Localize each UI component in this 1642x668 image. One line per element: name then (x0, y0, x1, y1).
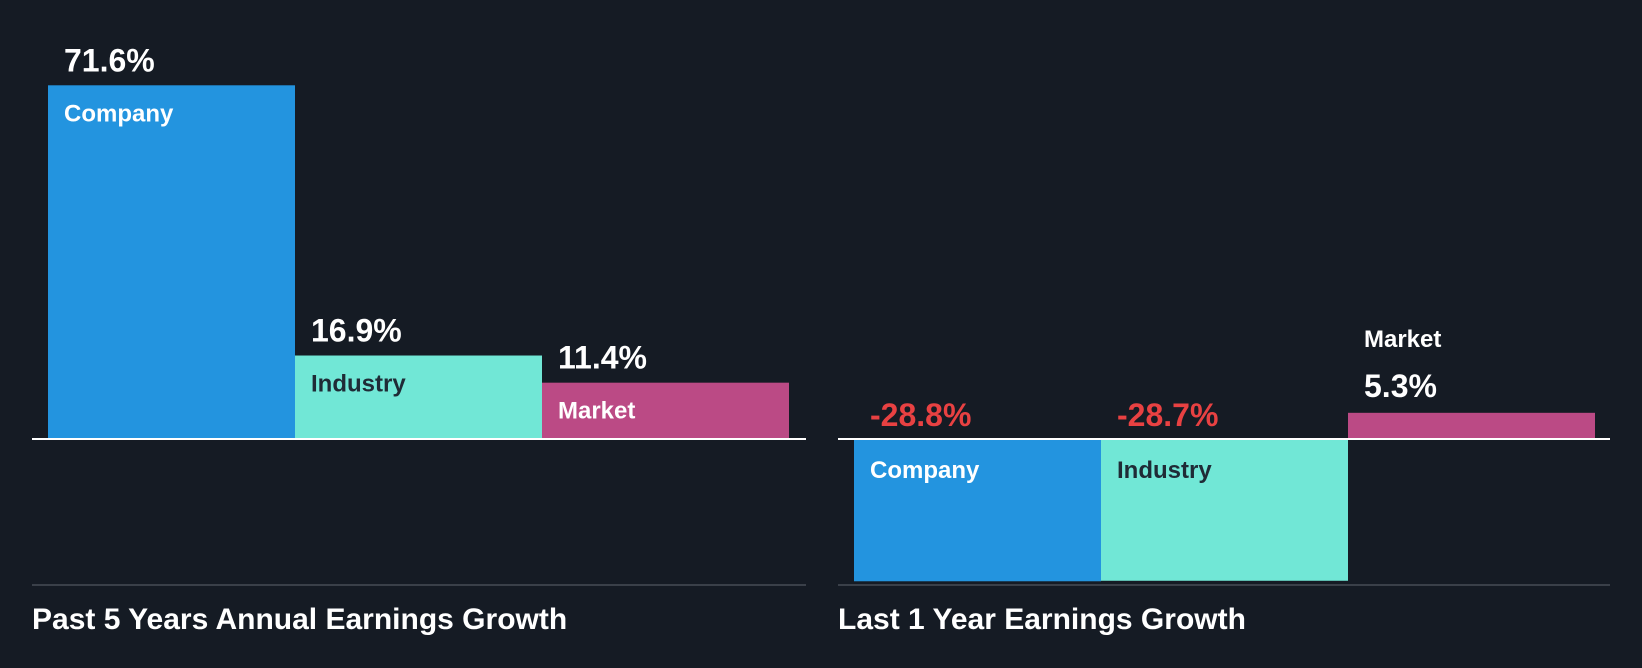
category-label-company: Company (64, 100, 174, 127)
value-label-company: -28.8% (870, 397, 971, 433)
value-label-market: 5.3% (1364, 368, 1437, 404)
value-label-industry: 16.9% (311, 313, 402, 349)
bar-market (1348, 412, 1595, 439)
value-label-market: 11.4% (558, 340, 647, 376)
category-label-industry: Industry (311, 371, 406, 398)
bar-company (854, 439, 1101, 582)
bar-industry (1101, 439, 1348, 581)
value-label-industry: -28.7% (1117, 397, 1218, 433)
category-label-market: Market (1364, 326, 1441, 353)
chart-title-past-5-years: Past 5 Years Annual Earnings Growth (32, 603, 568, 636)
category-label-industry: Industry (1117, 457, 1212, 484)
value-label-company: 71.6% (64, 42, 155, 78)
bar-market (542, 382, 789, 439)
category-label-market: Market (558, 398, 635, 425)
chart-title-last-1-year: Last 1 Year Earnings Growth (838, 603, 1246, 636)
category-label-company: Company (870, 457, 980, 484)
bar-industry (295, 355, 542, 439)
bar-company (48, 85, 295, 440)
